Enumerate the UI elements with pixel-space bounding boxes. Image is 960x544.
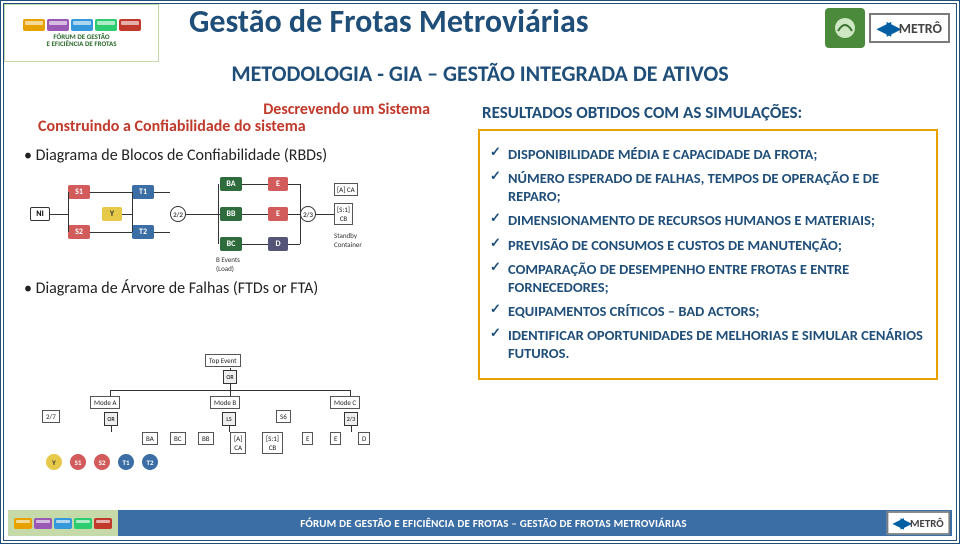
header: FÓRUM DE GESTÃO E EFICIÊNCIA DE FROTAS G… <box>4 4 956 64</box>
fta-gate: OR <box>104 412 118 426</box>
rbd-connector <box>90 192 132 193</box>
rbd-connector <box>154 192 170 193</box>
footer-title: FÓRUM DE GESTÃO E EFICIÊNCIA DE FROTAS –… <box>118 517 869 530</box>
eco-badge-icon <box>825 8 865 48</box>
rbd-connector <box>242 244 268 245</box>
fta-connector <box>111 426 112 432</box>
fta-s6: S6 <box>276 410 291 423</box>
rbd-node-ba: BA <box>220 177 242 191</box>
rbd-connector <box>288 244 300 245</box>
bullet-fta: Diagrama de Árvore de Falhas (FTDs or FT… <box>24 279 454 298</box>
rbd-node-bc: BC <box>220 237 242 251</box>
result-item: PREVISÃO DE CONSUMOS E CUSTOS DE MANUTEN… <box>508 236 926 254</box>
left-column: Descrevendo um Sistema Construindo a Con… <box>24 100 454 474</box>
bus-row-icon <box>23 19 141 31</box>
fta-box: [S:1] CB <box>262 432 283 454</box>
forum-logo-line2: E EFICIÊNCIA DE FROTAS <box>46 40 116 47</box>
fta-box: E <box>330 432 341 445</box>
fta-connector <box>351 426 352 432</box>
rbd-connector <box>218 184 219 244</box>
rbd-node-y: Y <box>102 207 122 221</box>
header-right-logos: ◀▶ METRÔ <box>825 8 950 48</box>
fta-gate: OR <box>223 370 237 384</box>
rbd-connector <box>132 192 133 232</box>
fta-leaf-t2: T2 <box>142 454 158 470</box>
rbd-connector <box>186 214 220 215</box>
metro-arrow-icon: ◀▶ <box>877 17 897 39</box>
rbd-node-t2: T2 <box>132 225 154 239</box>
rbd-connector <box>122 214 132 215</box>
fta-mode: Mode B <box>210 396 240 409</box>
rbd-node-ni: NI <box>30 207 50 221</box>
results-title: RESULTADOS OBTIDOS COM AS SIMULAÇÕES: <box>482 102 938 123</box>
slide-subtitle: METODOLOGIA - GIA – GESTÃO INTEGRADA DE … <box>4 60 956 87</box>
fta-mode: Mode A <box>90 396 120 409</box>
bullet-rbd: Diagrama de Blocos de Confiabilidade (RB… <box>24 146 454 165</box>
fta-leaf-t1: T1 <box>118 454 134 470</box>
rbd-container-box: [A] CA <box>334 183 358 196</box>
rbd-connector <box>288 184 300 185</box>
rbd-node-d: D <box>268 237 288 251</box>
rbd-label: Standby Container <box>334 231 362 249</box>
footer-metro-label: METRÔ <box>910 516 944 529</box>
fta-two-seven: 2/7 <box>42 410 60 423</box>
fta-box: BC <box>170 432 186 445</box>
fta-leaf-s1: S1 <box>70 454 86 470</box>
slide-title: Gestão de Frotas Metroviárias <box>189 2 589 41</box>
rbd-connector <box>316 214 334 215</box>
metro-label: METRÔ <box>899 20 942 37</box>
footer: FÓRUM DE GESTÃO E EFICIÊNCIA DE FROTAS –… <box>8 510 952 536</box>
rbd-connector <box>50 214 68 215</box>
metro-logo: ◀▶ METRÔ <box>869 13 950 43</box>
fta-box: BA <box>142 432 158 445</box>
rbd-node-e2: E <box>268 207 288 221</box>
fta-diagram: Top Event OR Mode A Mode B Mode C OR LS S6 2/3 2/… <box>30 354 440 474</box>
right-column: RESULTADOS OBTIDOS COM AS SIMULAÇÕES: DI… <box>478 102 938 380</box>
metro-arrow-icon: ◀▶ <box>893 514 908 531</box>
results-box: DISPONIBILIDADE MÉDIA E CAPACIDADE DA FR… <box>478 129 938 380</box>
fta-connector <box>230 368 231 371</box>
fta-box: D <box>358 432 370 445</box>
fta-box: [A] CA <box>230 432 246 454</box>
fta-gate: LS <box>222 412 236 426</box>
rbd-label: B Events (Load) <box>216 255 240 273</box>
forum-logo: FÓRUM DE GESTÃO E EFICIÊNCIA DE FROTAS <box>4 4 159 62</box>
fta-leaf-s2: S2 <box>94 454 110 470</box>
rbd-connector <box>242 184 268 185</box>
rbd-node-s2: S2 <box>68 225 90 239</box>
rbd-connector <box>90 232 132 233</box>
rbd-container-box: [S:1] CB <box>334 203 353 225</box>
rbd-gate: 2/2 <box>170 206 186 222</box>
result-item: NÚMERO ESPERADO DE FALHAS, TEMPOS DE OPE… <box>508 169 926 205</box>
fta-top-event: Top Event <box>205 354 241 367</box>
footer-metro-logo: ◀▶ METRÔ <box>887 511 950 534</box>
fta-box: E <box>302 432 313 445</box>
slide: FÓRUM DE GESTÃO E EFICIÊNCIA DE FROTAS G… <box>0 0 960 544</box>
rbd-connector <box>68 192 69 232</box>
rbd-connector <box>242 214 268 215</box>
footer-bus-row-icon <box>8 510 118 536</box>
fta-leaf-y: Y <box>46 454 62 470</box>
rbd-node-e1: E <box>268 177 288 191</box>
fta-gate: 2/3 <box>344 412 358 426</box>
result-item: DIMENSIONAMENTO DE RECURSOS HUMANOS E MA… <box>508 211 926 229</box>
fta-mode: Mode C <box>330 396 360 409</box>
rbd-node-t1: T1 <box>132 185 154 199</box>
result-item: IDENTIFICAR OPORTUNIDADES DE MELHORIAS E… <box>508 326 926 362</box>
rbd-gate: 2/3 <box>300 206 316 222</box>
rbd-connector <box>288 214 300 215</box>
rbd-node-bb: BB <box>220 207 242 221</box>
rbd-diagram: NI S1 S2 Y T1 T2 BA BB BC E E D 2/2 2/3 [A] CA [S:1] CB… <box>30 173 440 265</box>
result-item: EQUIPAMENTOS CRÍTICOS – BAD ACTORS; <box>508 302 926 320</box>
rbd-node-s1: S1 <box>68 185 90 199</box>
desc-line2: Construindo a Confiabilidade do sistema <box>24 117 454 136</box>
fta-box: BB <box>198 432 214 445</box>
result-item: COMPARAÇÃO DE DESEMPENHO ENTRE FROTAS E … <box>508 260 926 296</box>
rbd-connector <box>154 232 170 233</box>
result-item: DISPONIBILIDADE MÉDIA E CAPACIDADE DA FR… <box>508 145 926 163</box>
